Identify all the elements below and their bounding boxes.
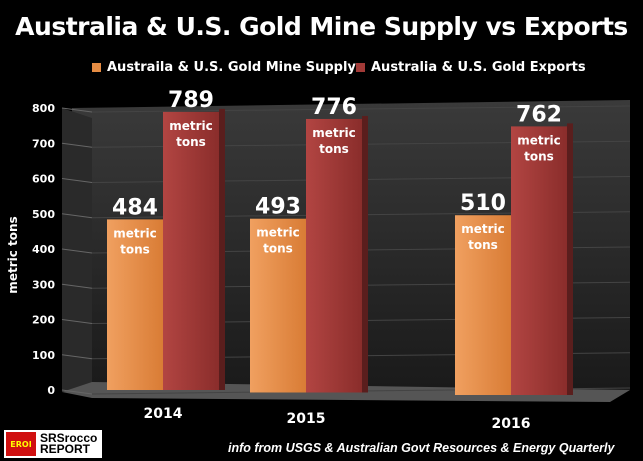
legend-item-supply: Austraila & U.S. Gold Mine Supply [92, 60, 356, 75]
y-tick-label: 500 [32, 208, 55, 221]
srsrocco-logo: EROI SRSrocco REPORT [4, 430, 102, 458]
bar-exports-2015 [306, 118, 362, 393]
data-label-unit: metric [461, 222, 505, 236]
data-label-unit: tons [176, 135, 206, 149]
bar-side [219, 108, 225, 390]
logo-line1: SRSrocco [40, 431, 98, 445]
logo-line2: REPORT [40, 442, 91, 456]
legend-item-exports: Australia & U.S. Gold Exports [356, 60, 586, 75]
data-label-unit: tons [120, 242, 150, 256]
data-label-unit: tons [319, 142, 349, 156]
data-label-unit: tons [263, 242, 293, 256]
legend-swatch-supply [92, 63, 101, 72]
x-tick-label: 2014 [144, 406, 183, 422]
x-tick-label: 2016 [492, 416, 531, 432]
bar-exports-2016 [511, 126, 567, 396]
data-label-unit: tons [524, 149, 554, 163]
y-axis-label: metric tons [6, 216, 20, 293]
y-tick-label: 0 [47, 384, 55, 397]
data-label-value: 776 [311, 95, 357, 120]
bar-side [362, 115, 368, 393]
gridline [61, 248, 93, 254]
data-label-unit: metric [517, 133, 561, 147]
data-label-unit: metric [312, 126, 356, 140]
logo-badge: EROI [6, 432, 36, 456]
y-tick-label: 800 [32, 102, 55, 115]
gridline [61, 107, 93, 113]
gridline [61, 319, 93, 324]
data-label-value: 762 [516, 102, 562, 127]
legend-swatch-exports [356, 63, 365, 72]
bar-supply-2014 [107, 219, 163, 390]
gridline [61, 213, 93, 219]
gridline [61, 142, 93, 148]
data-label-unit: metric [256, 226, 300, 240]
data-label-value: 789 [168, 88, 214, 113]
bar-supply-2016 [455, 215, 511, 395]
data-label-value: 484 [112, 195, 158, 220]
gridline [61, 178, 93, 183]
gridline [61, 354, 93, 360]
chart-title: Australia & U.S. Gold Mine Supply vs Exp… [15, 12, 628, 41]
x-tick-label: 2015 [287, 411, 326, 427]
bar-side [567, 123, 573, 396]
gridline [61, 389, 93, 395]
y-tick-label: 200 [32, 314, 55, 327]
y-tick-label: 400 [32, 243, 55, 256]
data-label-value: 510 [460, 191, 506, 216]
y-tick-label: 700 [32, 137, 55, 150]
y-tick-label: 600 [32, 173, 55, 186]
data-label-unit: metric [169, 119, 213, 133]
data-label-value: 493 [255, 195, 301, 220]
data-label-unit: metric [113, 226, 157, 240]
legend-label-exports: Australia & U.S. Gold Exports [371, 60, 586, 75]
source-note: info from USGS & Australian Govt Resourc… [228, 441, 615, 455]
gridline [61, 283, 93, 289]
data-label-unit: tons [468, 238, 498, 252]
y-tick-label: 300 [32, 278, 55, 291]
gridline [91, 105, 631, 113]
y-tick-label: 100 [32, 349, 55, 362]
legend-label-supply: Austraila & U.S. Gold Mine Supply [107, 60, 356, 75]
bar-supply-2015 [250, 218, 306, 393]
bar-exports-2014 [163, 111, 219, 390]
